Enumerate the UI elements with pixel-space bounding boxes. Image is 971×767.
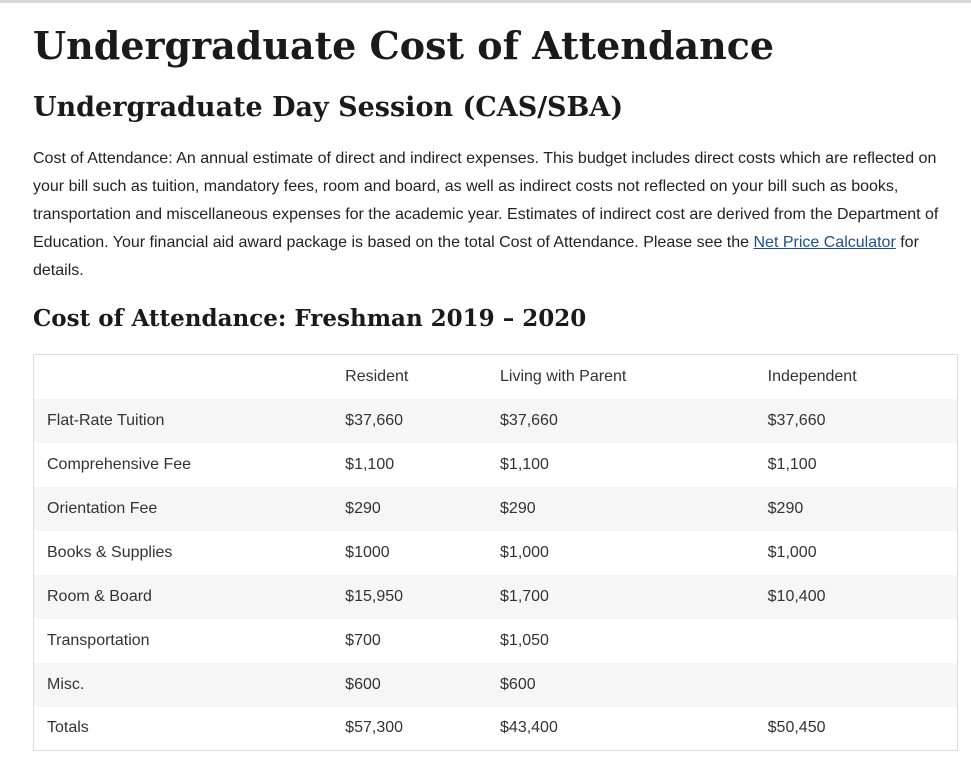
table-row: Books & Supplies $1000 $1,000 $1,000 (34, 531, 958, 575)
intro-text-end: for details. (33, 234, 919, 279)
row-label: Comprehensive Fee (47, 455, 192, 473)
table-row-totals: Totals $57,300 $43,400 $50,450 (34, 707, 958, 751)
row-label: Books & Supplies (47, 543, 173, 561)
table-header-row: Resident Living with Parent Independent (34, 355, 958, 399)
table-row: Room & Board $15,950 $1,700 $10,400 (33, 574, 958, 619)
row-label: Misc. (33, 662, 333, 707)
table-cell: $600 (487, 662, 755, 707)
table-cell: $15,950 (332, 574, 488, 619)
header-cell-independent: Independent (767, 367, 857, 385)
table-row: Orientation Fee $290 $290 $290 (33, 486, 958, 531)
table-cell: $600 (332, 662, 488, 707)
table-cell: $43,400 (500, 719, 558, 737)
table-title: Cost of Attendance: Freshman 2019 – 2020 (33, 305, 587, 332)
table-cell (755, 619, 958, 663)
table-cell: $700 (345, 631, 381, 649)
table-cell: $1,100 (500, 455, 549, 473)
table-cell: $1,050 (500, 631, 549, 649)
table-cell: $1,700 (487, 574, 755, 619)
row-label: Orientation Fee (33, 486, 333, 531)
table-cell: $1,100 (345, 455, 395, 473)
row-label: Totals (47, 719, 89, 737)
table-row: Comprehensive Fee $1,100 $1,100 $1,100 (34, 443, 958, 487)
section-title: Undergraduate Day Session (CAS/SBA) (33, 92, 624, 123)
table-cell: $290 (332, 486, 488, 531)
table-cell: $10,400 (754, 574, 958, 619)
table-cell: $1000 (345, 543, 390, 561)
net-price-calculator-link[interactable]: Net Price Calculator (753, 234, 896, 251)
intro-paragraph: Cost of Attendance: An annual estimate o… (33, 145, 958, 285)
table-cell: $50,450 (767, 719, 826, 737)
row-label: Flat-Rate Tuition (33, 398, 333, 443)
page-title: Undergraduate Cost of Attendance (33, 23, 775, 68)
table-row: Misc. $600 $600 (33, 662, 958, 707)
header-cell-living-with-parent: Living with Parent (500, 367, 627, 385)
table-cell: $37,660 (754, 398, 958, 443)
cost-of-attendance-table: Resident Living with Parent Independent … (33, 354, 958, 751)
table-cell (754, 662, 958, 707)
top-divider (0, 0, 971, 3)
row-label: Room & Board (33, 574, 333, 619)
table-row: Flat-Rate Tuition $37,660 $37,660 $37,66… (33, 398, 958, 443)
table-cell: $37,660 (332, 398, 488, 443)
table-cell: $290 (487, 486, 755, 531)
intro-text: Cost of Attendance: An annual estimate o… (33, 150, 939, 251)
table-row: Transportation $700 $1,050 (34, 619, 958, 663)
table-cell: $1,000 (500, 543, 549, 561)
table-cell: $37,660 (487, 398, 755, 443)
table-cell: $1,100 (767, 455, 817, 473)
header-cell (34, 355, 333, 399)
table-cell: $290 (754, 486, 958, 531)
table-cell: $57,300 (345, 719, 404, 737)
row-label: Transportation (47, 631, 150, 649)
header-cell-resident: Resident (345, 367, 409, 385)
table-cell: $1,000 (767, 543, 817, 561)
